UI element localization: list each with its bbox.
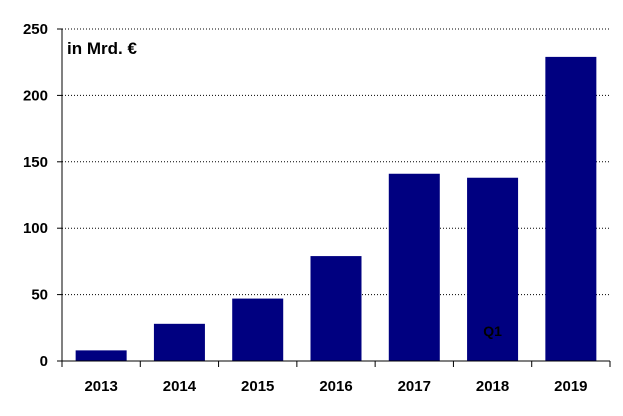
bar-2014 xyxy=(153,323,205,361)
bar-2013 xyxy=(75,350,127,361)
y-tick-label-200: 200 xyxy=(23,87,48,104)
y-tick-label-150: 150 xyxy=(23,154,48,171)
y-tick-label-50: 50 xyxy=(31,287,48,304)
y-axis-tick-marks xyxy=(57,28,62,362)
bar-2015 xyxy=(232,298,284,361)
y-tick-label-0: 0 xyxy=(40,353,48,370)
x-tick-label-2015: 2015 xyxy=(241,378,274,395)
gridlines xyxy=(62,28,610,296)
x-tick-label-2017: 2017 xyxy=(398,378,431,395)
x-axis-tick-labels: 2013 2014 2015 2016 2017 2018 2019 xyxy=(84,378,587,395)
y-tick-label-250: 250 xyxy=(23,21,48,38)
bars xyxy=(75,56,597,361)
x-tick-label-2014: 2014 xyxy=(163,378,197,395)
y-tick-label-100: 100 xyxy=(23,220,48,237)
x-tick-label-2013: 2013 xyxy=(84,378,117,395)
unit-label: in Mrd. € xyxy=(67,39,137,58)
bar-2017 xyxy=(388,173,440,361)
x-axis-tick-marks xyxy=(61,361,611,367)
x-tick-label-2016: 2016 xyxy=(319,378,352,395)
annotation-q1: Q1 xyxy=(483,323,502,339)
bar-2018 xyxy=(467,177,519,361)
x-tick-label-2019: 2019 xyxy=(554,378,587,395)
bar-2016 xyxy=(310,256,362,361)
y-axis-tick-labels: 0 50 100 150 200 250 xyxy=(23,21,48,370)
bar-2019 xyxy=(545,56,597,361)
x-tick-label-2018: 2018 xyxy=(476,378,509,395)
